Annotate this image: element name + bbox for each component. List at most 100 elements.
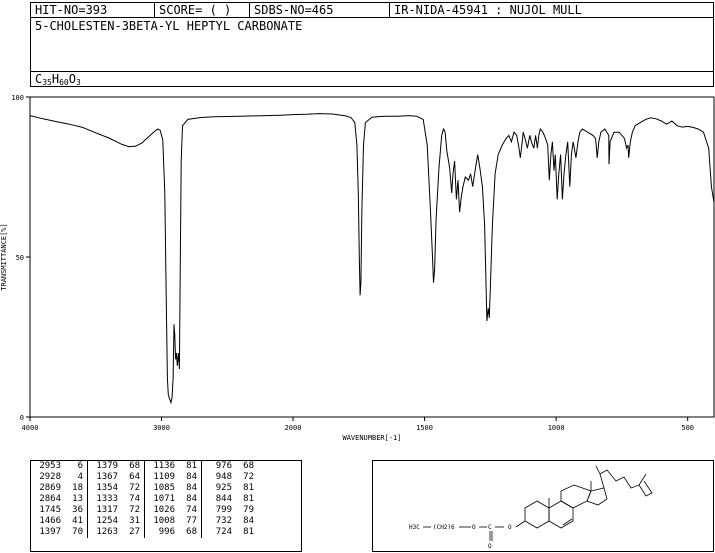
peak-wavenumber: 1026: [153, 505, 175, 515]
y-tick-label: 50: [16, 254, 24, 262]
peak-wavenumber: 1317: [96, 505, 118, 515]
peak-column-separator: [201, 516, 202, 527]
peak-transmittance: 72: [129, 483, 140, 493]
peak-transmittance: 81: [243, 494, 254, 504]
peak-transmittance: 4: [77, 472, 83, 482]
ring-c: [560, 484, 592, 509]
peak-column-separator: [144, 516, 145, 527]
peak-transmittance: 72: [129, 505, 140, 515]
plot-frame: [29, 96, 715, 418]
structure-panel: O C O O (CH2)6 H3C: [372, 460, 714, 552]
peak-wavenumber: 2864: [39, 494, 61, 504]
c3-o-bond: [515, 520, 526, 528]
peak-wavenumber: 1263: [96, 527, 118, 537]
peak-column-separator: [201, 505, 202, 516]
peak-column-separator: [87, 505, 88, 516]
peak-column-separator: [144, 472, 145, 483]
peak-transmittance: 84: [186, 494, 197, 504]
c17-bond: [599, 473, 605, 489]
formula-count-o: 3: [75, 78, 81, 87]
peak-row: 2928 4 1367 64 1109 84 948 72: [31, 472, 258, 483]
peak-transmittance: 68: [129, 461, 140, 471]
ring-a: [524, 500, 550, 529]
molecule-structure: O C O O (CH2)6 H3C: [409, 465, 653, 550]
peak-column-separator: [201, 461, 202, 472]
peak-transmittance: 64: [129, 472, 140, 482]
peak-transmittance: 68: [186, 527, 197, 537]
carbonyl-carbon-label: C: [488, 524, 492, 531]
peak-wavenumber: 1367: [96, 472, 118, 482]
peak-wavenumber: 2869: [39, 483, 61, 493]
peak-column-separator: [144, 527, 145, 538]
peak-wavenumber: 2953: [39, 461, 61, 471]
peak-column-separator: [201, 527, 202, 538]
peak-transmittance: 79: [243, 505, 254, 515]
formula-count-h: 60: [59, 78, 69, 87]
peak-wavenumber: 1745: [39, 505, 61, 515]
peak-transmittance: 68: [243, 461, 254, 471]
x-axis-label: WAVENUMBER[-1]: [342, 434, 401, 442]
peak-column-separator: [144, 483, 145, 494]
peak-transmittance: 18: [72, 483, 83, 493]
peak-transmittance: 81: [243, 483, 254, 493]
formula-element-c: C: [35, 72, 43, 86]
peak-row: 2869 18 1354 72 1085 84 925 81: [31, 483, 258, 494]
ir-spectrum-chart: 4000 3000 2000 1500 1000 500 0 50 100 WAVENUMBE…: [0, 94, 715, 442]
hit-number: HIT-NO=393: [31, 3, 155, 17]
y-tick-label: 100: [11, 94, 24, 102]
side-chain: [595, 465, 653, 497]
peak-wavenumber: 996: [158, 527, 175, 537]
sdbs-number: SDBS-NO=465: [250, 3, 390, 17]
link-oxygen-label: O: [472, 524, 476, 531]
peak-transmittance: 84: [243, 516, 254, 526]
x-tick-label: 4000: [22, 424, 39, 432]
peak-wavenumber: 1008: [153, 516, 175, 526]
peak-transmittance: 74: [186, 505, 197, 515]
peak-transmittance: 6: [77, 461, 83, 471]
ir-code: IR-NIDA-45941 : NUJOL MULL: [394, 3, 582, 17]
peak-wavenumber: 948: [215, 472, 232, 482]
peak-wavenumber: 844: [215, 494, 232, 504]
peak-wavenumber: 1333: [96, 494, 118, 504]
peak-wavenumber: 2928: [39, 472, 61, 482]
peak-transmittance: 74: [129, 494, 140, 504]
x-tick-label: 500: [681, 424, 694, 432]
chain-ch2-label: (CH2)6: [433, 524, 455, 531]
compound-name: 5-CHOLESTEN-3BETA-YL HEPTYL CARBONATE: [35, 19, 303, 33]
peak-column-separator: [87, 494, 88, 505]
peak-column-separator: [87, 483, 88, 494]
formula-element-o: O: [68, 72, 76, 86]
chain-ch3-label: H3C: [409, 524, 420, 531]
peak-transmittance: 81: [186, 461, 197, 471]
peak-wavenumber: 1379: [96, 461, 118, 471]
x-tick-label: 2000: [285, 424, 302, 432]
ring-b: [548, 500, 574, 529]
peak-table-grid: 2953 6 1379 68 1136 81 976 68 2928 4 1367 64 1109 84 9…: [31, 461, 258, 538]
y-tick-label: 0: [20, 414, 24, 422]
peak-column-separator: [144, 505, 145, 516]
peak-transmittance: 13: [72, 494, 83, 504]
score-field: SCORE= ( ): [155, 3, 250, 17]
peak-column-separator: [87, 461, 88, 472]
double-bond: [562, 518, 573, 526]
peak-wavenumber: 925: [215, 483, 232, 493]
peak-row: 2864 13 1333 74 1071 84 844 81: [31, 494, 258, 505]
peak-row: 1745 36 1317 72 1026 74 799 79: [31, 505, 258, 516]
peak-wavenumber: 1085: [153, 483, 175, 493]
x-axis-ticks: 4000 3000 2000 1500 1000 500: [22, 417, 694, 432]
peak-table: 2953 6 1379 68 1136 81 976 68 2928 4 1367 64 1109 84 9…: [30, 460, 302, 552]
peak-transmittance: 81: [243, 527, 254, 537]
peak-wavenumber: 1109: [153, 472, 175, 482]
molecular-formula: C35H60O3: [31, 71, 713, 87]
peak-wavenumber: 732: [215, 516, 232, 526]
compound-info: 5-CHOLESTEN-3BETA-YL HEPTYL CARBONATE C3…: [30, 17, 714, 87]
formula-count-c: 35: [42, 78, 52, 87]
spectrum-series-line: [29, 113, 715, 405]
y-axis-label: TRANSMITTANCE[%]: [0, 223, 8, 290]
x-tick-label: 1500: [416, 424, 433, 432]
peak-transmittance: 77: [186, 516, 197, 526]
peak-wavenumber: 1254: [96, 516, 118, 526]
methyl-branch: [638, 473, 647, 486]
peak-row: 2953 6 1379 68 1136 81 976 68: [31, 461, 258, 472]
ester-oxygen-label: O: [508, 524, 512, 531]
